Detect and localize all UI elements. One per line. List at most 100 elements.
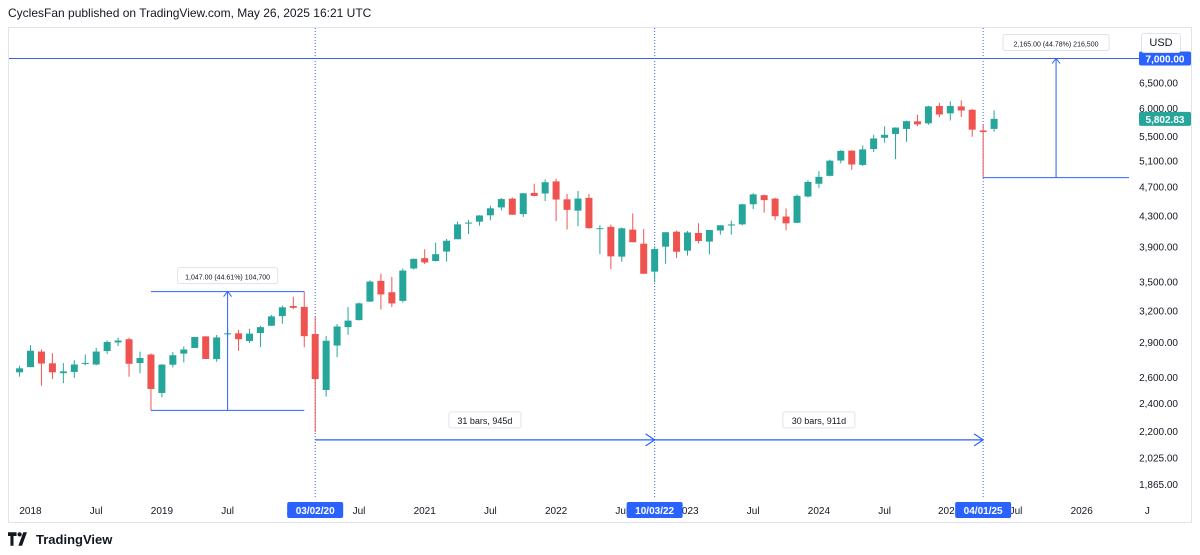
date-range-label: 30 bars, 911d xyxy=(792,416,846,426)
y-tick-label: 5,500.00 xyxy=(1139,132,1178,143)
y-tick-label: 1,865.00 xyxy=(1139,480,1178,491)
candle-body xyxy=(640,243,648,274)
candle-body xyxy=(935,105,943,115)
candle-body xyxy=(486,208,494,216)
candle-body xyxy=(267,316,275,326)
price-range-label-box xyxy=(1002,34,1110,51)
candle-body xyxy=(607,226,615,257)
x-tick-label: Jul xyxy=(747,506,760,517)
candle-body xyxy=(92,351,100,365)
candle-body xyxy=(694,233,702,242)
candle-body xyxy=(454,224,462,240)
candle-body xyxy=(48,363,56,373)
currency-button[interactable]: USD xyxy=(1141,33,1181,53)
candle-body xyxy=(366,281,374,302)
candle-body xyxy=(946,105,954,114)
x-tick-label: Jul xyxy=(353,506,366,517)
candlestick-chart[interactable]: 1,865.00 2,025.00 2,200.00 2,400.00 2,600.00… xyxy=(9,28,1191,522)
candle-body xyxy=(804,181,812,197)
candle-body xyxy=(333,326,341,346)
candle-body xyxy=(585,197,593,229)
candle-body xyxy=(903,121,910,129)
chart-pane[interactable]: 1,865.00 2,025.00 2,200.00 2,400.00 2,600.00… xyxy=(8,27,1192,523)
date-marker-label: 04/01/25 xyxy=(964,506,1003,517)
candle-body xyxy=(629,229,637,243)
x-tick-label: 2023 xyxy=(676,506,699,517)
candle-body xyxy=(213,337,221,360)
candle-body xyxy=(508,198,516,215)
x-tick-label: Jul xyxy=(90,506,103,517)
candle-body xyxy=(618,228,626,257)
candle-body xyxy=(103,341,111,351)
tradingview-branding: TradingView xyxy=(8,530,112,548)
candle-body xyxy=(202,336,210,359)
candle-body xyxy=(475,215,483,222)
candle-body xyxy=(114,340,122,343)
x-tick-label: 2021 xyxy=(414,506,437,517)
candle-body xyxy=(684,232,691,251)
price-range-label: 2,165.00 (44.78%) 216,500 xyxy=(1014,42,1099,49)
candle-body xyxy=(968,109,976,130)
candle-body xyxy=(815,176,823,184)
candle-body xyxy=(662,232,670,247)
candle-body xyxy=(322,340,330,390)
candle-body xyxy=(377,280,385,295)
candle-body xyxy=(793,195,801,223)
y-tick-label: 2,600.00 xyxy=(1139,373,1178,384)
candle-body xyxy=(344,320,352,328)
candle-body xyxy=(574,198,582,211)
candle-body xyxy=(881,134,889,138)
y-tick-label: 2,900.00 xyxy=(1139,338,1178,349)
candle-body xyxy=(311,333,319,380)
candle-body xyxy=(300,306,308,337)
candle-body xyxy=(837,150,845,161)
date-range-label: 31 bars, 945d xyxy=(457,416,512,426)
candle-body xyxy=(826,160,834,176)
date-marker-tag xyxy=(626,502,683,518)
y-tick-label: 2,400.00 xyxy=(1139,399,1178,410)
candle-body xyxy=(256,327,264,334)
candle-body xyxy=(848,150,856,165)
candle-body xyxy=(59,371,67,374)
candle-body xyxy=(552,181,560,200)
price-range-label: 1,047.00 (44.61%) 104,700 xyxy=(185,275,270,282)
candle-body xyxy=(81,362,89,364)
candle-body xyxy=(870,138,878,150)
candle-body xyxy=(673,231,681,252)
x-tick-label: 202 xyxy=(938,506,955,517)
candle-body xyxy=(892,127,900,134)
candle-body xyxy=(705,229,713,242)
price-range-arrowhead xyxy=(223,290,232,297)
candle-body xyxy=(399,270,407,301)
y-tick-label: 3,200.00 xyxy=(1139,306,1178,317)
footer-brand: TradingView xyxy=(36,531,113,547)
y-tick-label: 4,700.00 xyxy=(1139,183,1178,194)
x-tick-label: Jul xyxy=(484,506,497,517)
y-tick-label: 6,500.00 xyxy=(1139,78,1178,89)
candle-body xyxy=(990,118,998,129)
x-tick-label: 2026 xyxy=(1071,506,1094,517)
date-range-label-box xyxy=(782,411,856,429)
candle-body xyxy=(37,351,45,364)
y-tick-label: 4,300.00 xyxy=(1139,211,1178,222)
candle-body xyxy=(278,307,286,317)
date-marker-tag xyxy=(287,502,344,518)
x-tick-label: Jul xyxy=(878,506,891,517)
candle-body xyxy=(760,195,768,201)
candle-body xyxy=(125,339,133,364)
candle-body xyxy=(497,199,505,208)
candle-body xyxy=(782,216,790,224)
y-tick-label: 5,100.00 xyxy=(1139,156,1178,167)
date-marker-label: 10/03/22 xyxy=(635,506,674,517)
candle-body xyxy=(924,106,932,124)
candle-body xyxy=(913,121,921,125)
candle-body xyxy=(979,130,987,133)
candle-body xyxy=(191,337,199,348)
candle-body xyxy=(16,368,24,373)
candle-body xyxy=(136,358,144,364)
candle-body xyxy=(70,364,78,372)
last-price-label: 5,802.83 xyxy=(1146,115,1185,126)
date-marker-tag xyxy=(955,502,1012,518)
candle-body xyxy=(465,222,472,224)
candle-body xyxy=(147,354,155,389)
